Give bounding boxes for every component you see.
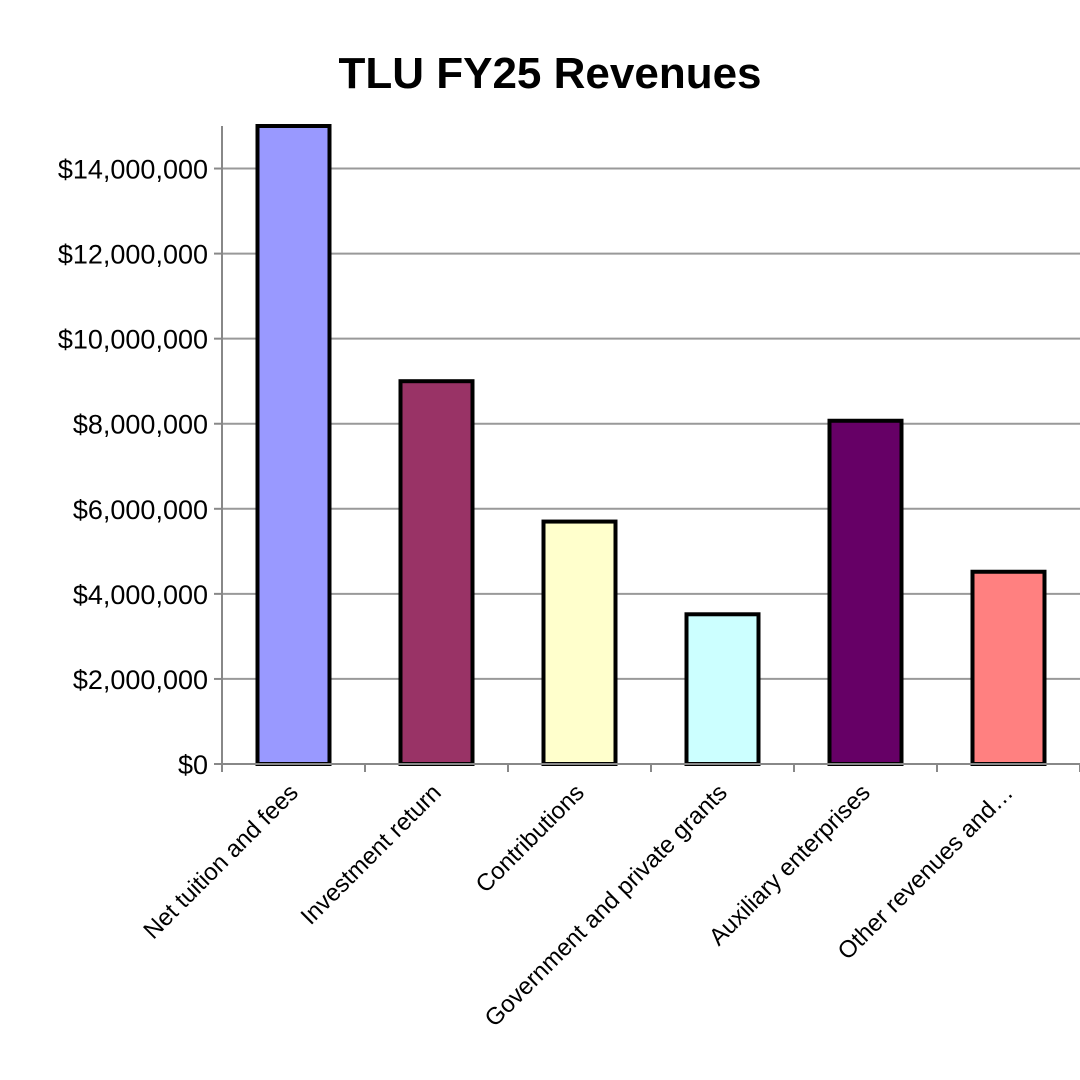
bar: [684, 612, 761, 766]
bar: [970, 569, 1047, 766]
bar: [827, 418, 904, 766]
axes: [214, 126, 1080, 772]
y-tick-label: $4,000,000: [73, 580, 208, 610]
y-tick-label: $14,000,000: [58, 155, 208, 185]
y-tick-label: $2,000,000: [73, 665, 208, 695]
x-tick-label: Contributions: [471, 779, 590, 898]
x-tick-label: Government and private grants: [480, 779, 733, 1032]
y-tick-label: $12,000,000: [58, 240, 208, 270]
y-tick-label: $8,000,000: [73, 410, 208, 440]
y-tick-label: $6,000,000: [73, 495, 208, 525]
bar: [398, 379, 475, 766]
chart-title: TLU FY25 Revenues: [338, 49, 761, 98]
x-tick-label: Auxiliary enterprises: [704, 779, 876, 951]
y-tick-label: $10,000,000: [58, 325, 208, 355]
x-tick-label: Net tuition and fees: [138, 779, 303, 944]
bar: [255, 124, 332, 766]
y-tick-label: $0: [178, 750, 208, 780]
x-tick-label: Investment return: [296, 779, 447, 930]
bars: [255, 124, 1047, 766]
gridlines: [222, 167, 1080, 680]
y-tick-labels: $0 $2,000,000 $4,000,000 $6,000,000 $8,000,0…: [58, 155, 208, 780]
bar: [541, 519, 618, 766]
